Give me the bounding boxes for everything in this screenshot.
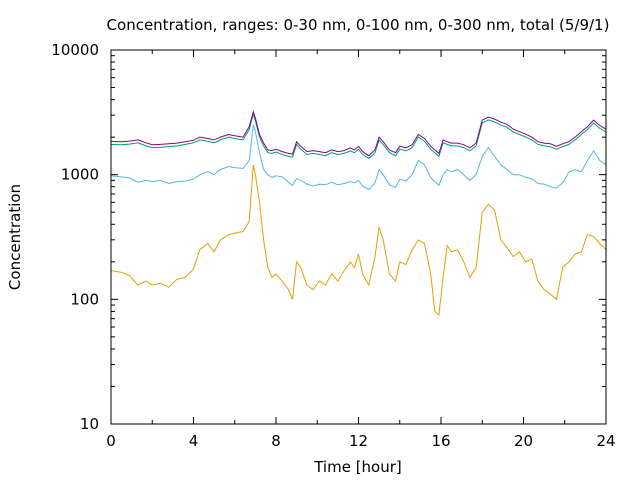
y-tick-label: 10000 [51, 41, 99, 59]
series-layer [110, 109, 607, 316]
plot-frame [110, 49, 607, 425]
y-tick-label: 1000 [61, 166, 99, 184]
x-tick-label: 0 [106, 432, 116, 450]
y-tick-label: 10 [80, 415, 99, 433]
x-tick-label: 20 [514, 432, 533, 450]
series-line-4 [110, 109, 607, 157]
x-tick-label: 4 [189, 432, 199, 450]
ticks-layer: 0 4 8 12 16 20 24 10 100 1000 10000 [51, 41, 615, 450]
x-axis-label: Time [hour] [313, 458, 402, 476]
series-line-3 [110, 112, 607, 160]
x-tick-label: 16 [431, 432, 450, 450]
x-tick-label: 12 [349, 432, 368, 450]
series-line-1 [110, 164, 607, 316]
x-tick-label: 8 [271, 432, 281, 450]
series-line-2 [110, 124, 607, 191]
x-tick-label: 24 [596, 432, 615, 450]
chart-title: Concentration, ranges: 0-30 nm, 0-100 nm… [107, 16, 610, 34]
y-axis-label: Concentration [6, 184, 24, 290]
y-tick-label: 100 [70, 290, 99, 308]
